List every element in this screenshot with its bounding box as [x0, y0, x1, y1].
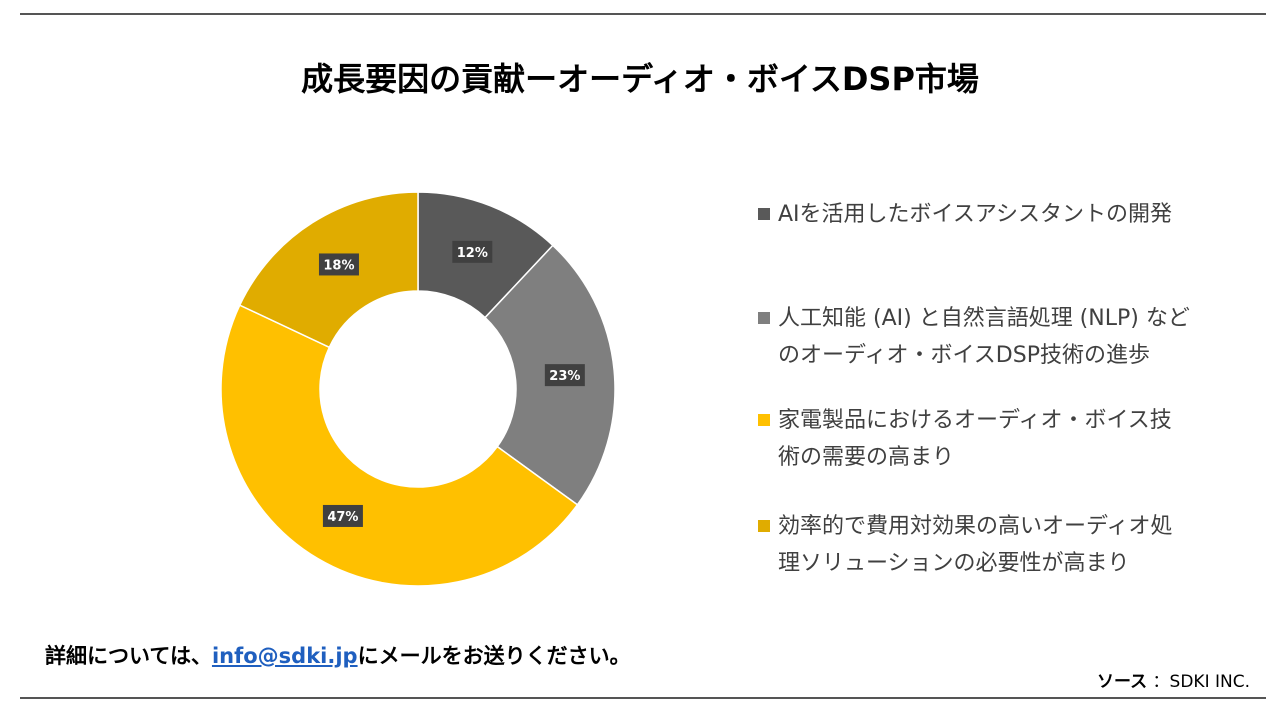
slice-label: 47%	[322, 504, 363, 527]
legend-label: 効率的で費用対効果の高いオーディオ処 理ソリューションの必要性が高まり	[778, 514, 1173, 576]
legend-item-consumer-electronics: 家電製品におけるオーディオ・ボイス技 術の需要の高まり	[758, 402, 1228, 476]
legend-swatch	[758, 520, 770, 532]
contact-prefix: 詳細については、	[45, 644, 212, 668]
slice-label-text: 18%	[323, 258, 354, 273]
slice-label: 23%	[544, 364, 585, 387]
donut-slice	[220, 304, 579, 587]
contact-email-link[interactable]: info@sdki.jp	[211, 644, 358, 668]
source-credit: ソース ：SDKI INC.	[1097, 667, 1250, 692]
legend-label: 人工知能 (AI) と自然言語処理 (NLP) など のオーディオ・ボイスDSP…	[778, 306, 1190, 368]
chart-title: 成長要因の貢献ーオーディオ・ボイスDSP市場	[301, 60, 979, 98]
slice-label-text: 23%	[549, 369, 580, 384]
slice-label-text: 12%	[457, 246, 488, 261]
slice-label: 18%	[318, 253, 359, 276]
contact-suffix: にメールをお送りください。	[357, 644, 631, 668]
slice-label-text: 47%	[327, 510, 358, 525]
slice-label: 12%	[452, 240, 493, 263]
legend-item-ai-voice-assistant: AIを活用したボイスアシスタントの開発	[758, 196, 1228, 233]
legend-item-ai-nlp-advances: 人工知能 (AI) と自然言語処理 (NLP) など のオーディオ・ボイスDSP…	[758, 300, 1228, 374]
legend-swatch	[758, 414, 770, 426]
source-label: ソース	[1096, 672, 1148, 692]
legend-swatch	[758, 312, 770, 324]
source-value: ：SDKI INC.	[1152, 672, 1250, 692]
top-rule	[20, 13, 1266, 15]
bottom-rule	[20, 697, 1266, 699]
contact-line: 詳細については、info@sdki.jpにメールをお送りください。	[45, 640, 631, 670]
legend-item-cost-effective-processing: 効率的で費用対効果の高いオーディオ処 理ソリューションの必要性が高まり	[758, 508, 1228, 582]
legend-label: AIを活用したボイスアシスタントの開発	[778, 202, 1172, 227]
legend-label: 家電製品におけるオーディオ・ボイス技 術の需要の高まり	[778, 408, 1172, 470]
legend-swatch	[758, 208, 770, 220]
